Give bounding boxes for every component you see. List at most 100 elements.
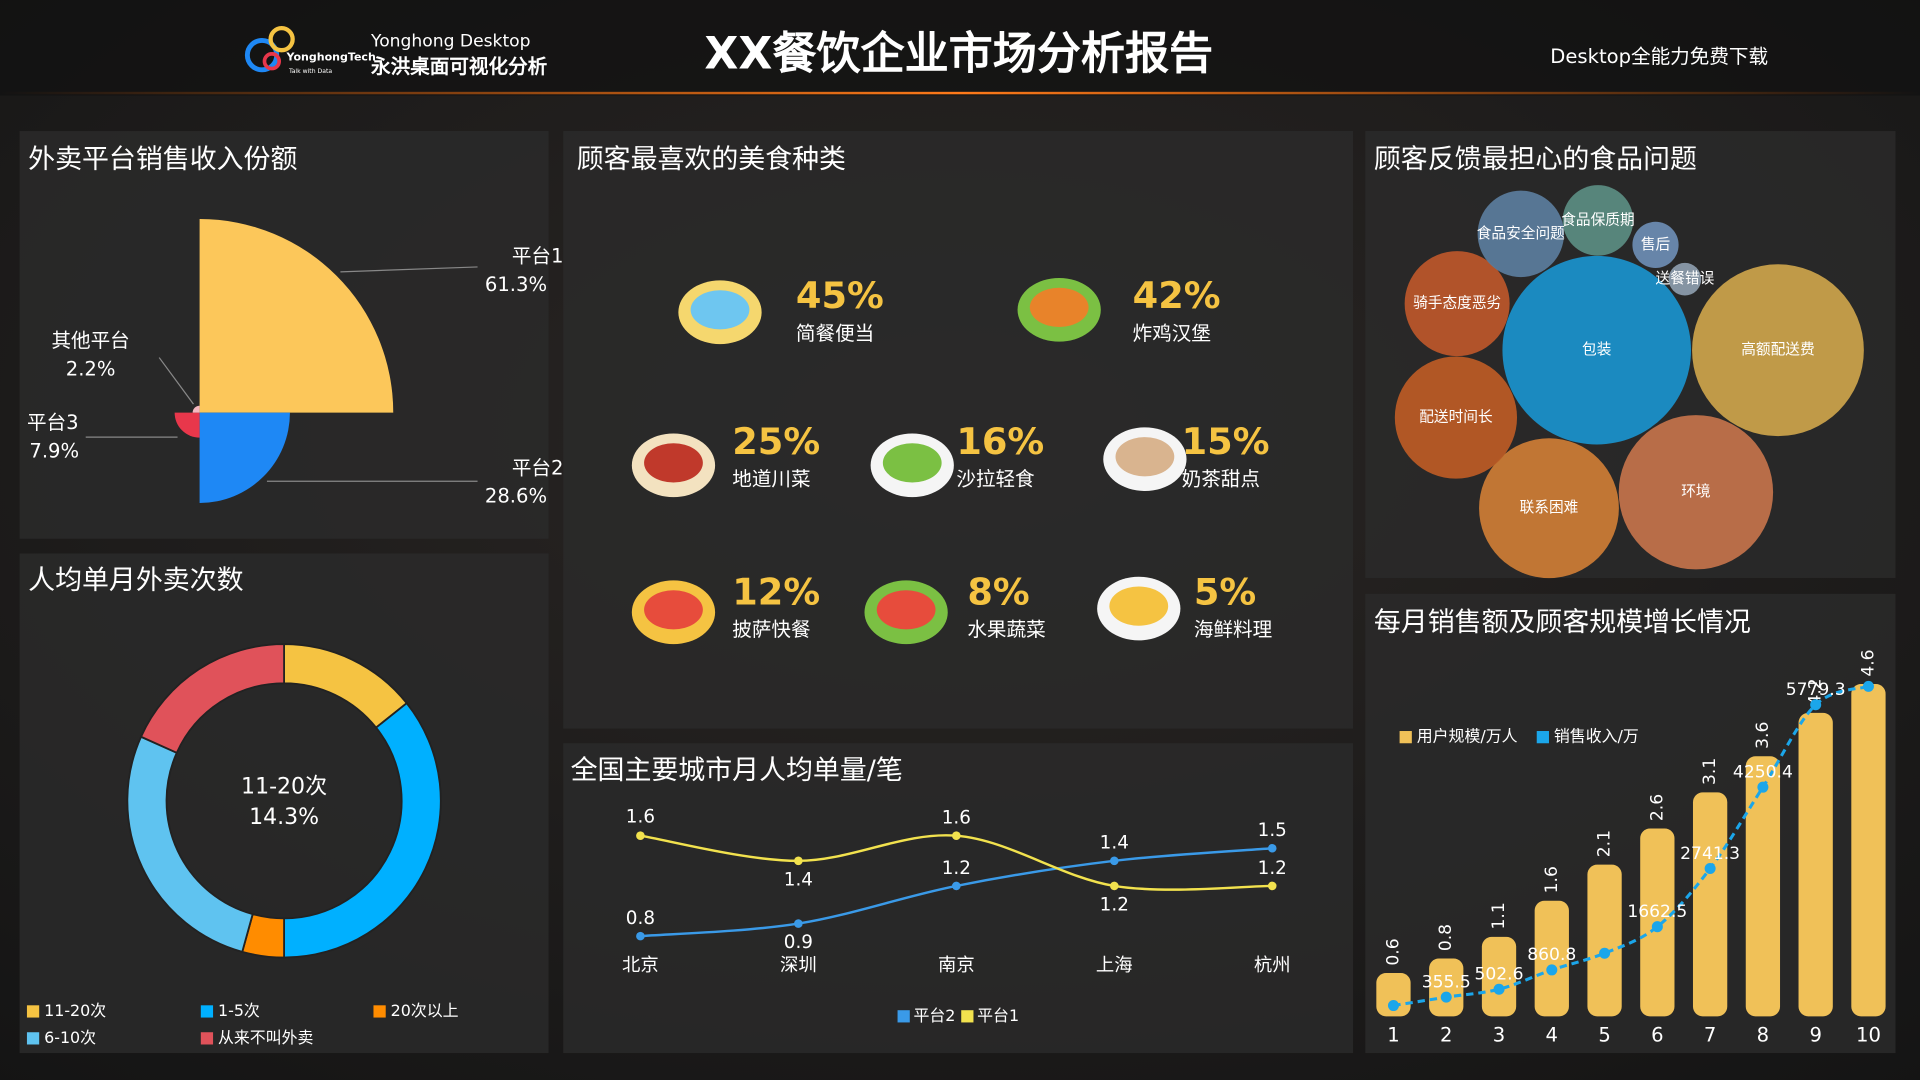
product-name: Yonghong Desktop [370, 32, 531, 52]
icon-food [882, 443, 942, 483]
logo-slogan: Talk with Data [288, 68, 332, 75]
data-label: 1.2 [942, 858, 971, 879]
legend-label: 用户规模/万人 [1417, 727, 1518, 746]
line-point [1546, 964, 1558, 976]
food-percent: 25% [732, 420, 820, 463]
leader-line [158, 357, 194, 405]
food-name: 地道川菜 [732, 468, 810, 491]
legend-swatch [200, 1005, 214, 1018]
data-label: 1.2 [1100, 895, 1129, 916]
bubble [1668, 262, 1702, 296]
x-tick-label: 杭州 [1254, 955, 1291, 976]
x-tick-label: 2 [1440, 1023, 1452, 1046]
line-point [1110, 881, 1119, 891]
food-percent: 15% [1182, 420, 1270, 463]
slice-label: 其他平台 [51, 329, 129, 352]
bubble [1562, 185, 1634, 256]
legend-label: 6-10次 [44, 1028, 96, 1047]
x-tick-label: 北京 [622, 955, 659, 976]
line-point [1387, 1000, 1399, 1012]
data-label: 0.9 [784, 932, 813, 953]
donut-segment [139, 643, 285, 754]
data-label: 2741.3 [1680, 844, 1740, 864]
bar-label: 4.6 [1858, 649, 1878, 676]
legend-swatch [26, 1032, 40, 1045]
bar-label: 3.6 [1753, 722, 1773, 749]
panel [563, 743, 1354, 1054]
icon-food [1109, 586, 1169, 626]
bar [1429, 958, 1464, 1017]
panel-title: 人均单月外卖次数 [28, 565, 243, 596]
bar-label: 0.8 [1436, 924, 1456, 951]
x-tick-label: 9 [1809, 1023, 1821, 1046]
slice-value: 7.9% [29, 439, 79, 462]
bar-label: 2.1 [1595, 830, 1615, 857]
bar-label: 0.6 [1383, 938, 1403, 965]
x-tick-label: 5 [1598, 1023, 1610, 1046]
bar [1587, 864, 1622, 1017]
x-tick-label: 南京 [938, 955, 975, 976]
header-line [0, 91, 1920, 95]
line-point [1704, 863, 1716, 875]
legend-label: 销售收入/万 [1554, 727, 1639, 746]
line-point [1810, 699, 1822, 711]
legend-swatch [200, 1032, 214, 1045]
bubble [1479, 438, 1619, 579]
product-name-cn: 永洪桌面可视化分析 [370, 55, 548, 78]
data-label: 860.8 [1527, 945, 1576, 965]
x-tick-label: 6 [1651, 1023, 1663, 1046]
data-label: 0.8 [626, 908, 655, 929]
icon-food [876, 590, 936, 630]
food-icon [864, 580, 948, 645]
bubble [1618, 415, 1774, 570]
line-point [1110, 856, 1119, 866]
line-point [1440, 991, 1452, 1003]
slice-label: 平台1 [512, 245, 564, 268]
data-label: 1.4 [1100, 833, 1129, 854]
panel [19, 553, 549, 1054]
bar [1376, 972, 1411, 1017]
logo-brand: YonghongTech [286, 51, 376, 64]
legend-label: 平台2 [913, 1006, 955, 1025]
legend-label: 平台1 [977, 1006, 1019, 1025]
bubble-label: 包装 [1582, 341, 1612, 358]
center-label: 11-20次 [241, 774, 327, 799]
legend-label: 20次以上 [391, 1001, 459, 1020]
line-point [1267, 843, 1277, 853]
center-value: 14.3% [249, 805, 319, 830]
line-point [1599, 947, 1611, 959]
rose-slice [199, 218, 394, 413]
line-point [1267, 881, 1277, 891]
line-point [1757, 781, 1769, 793]
data-label: 1.5 [1258, 820, 1287, 841]
legend-swatch [961, 1010, 974, 1023]
bubble [1632, 221, 1679, 268]
bubble [1692, 264, 1864, 437]
bubble-label: 高额配送费 [1741, 341, 1814, 358]
legend-label: 从来不叫外卖 [218, 1028, 314, 1047]
slice-label: 平台3 [27, 411, 79, 434]
download-link[interactable]: Desktop全能力免费下载 [1550, 45, 1768, 68]
rose-slice [192, 405, 200, 413]
bar [1692, 792, 1728, 1017]
x-tick-label: 1 [1387, 1023, 1399, 1046]
x-tick-label: 8 [1757, 1023, 1769, 1046]
food-percent: 8% [967, 570, 1029, 613]
food-icon [631, 433, 716, 498]
icon-food [690, 290, 750, 330]
x-tick-label: 7 [1704, 1023, 1716, 1046]
food-name: 简餐便当 [796, 322, 874, 345]
page-title: XX餐饮企业市场分析报告 [704, 28, 1213, 79]
bar [1798, 712, 1833, 1017]
data-label: 1.6 [626, 806, 655, 827]
legend-swatch [1399, 731, 1412, 744]
food-icon [1097, 576, 1181, 641]
line-point [1493, 983, 1505, 995]
x-tick-label: 上海 [1096, 955, 1133, 976]
header-bar [0, 0, 1920, 96]
bubble-label: 环境 [1681, 482, 1710, 500]
data-label: 1.4 [784, 869, 813, 890]
bar-label: 1.1 [1489, 902, 1509, 929]
food-percent: 42% [1133, 274, 1221, 317]
